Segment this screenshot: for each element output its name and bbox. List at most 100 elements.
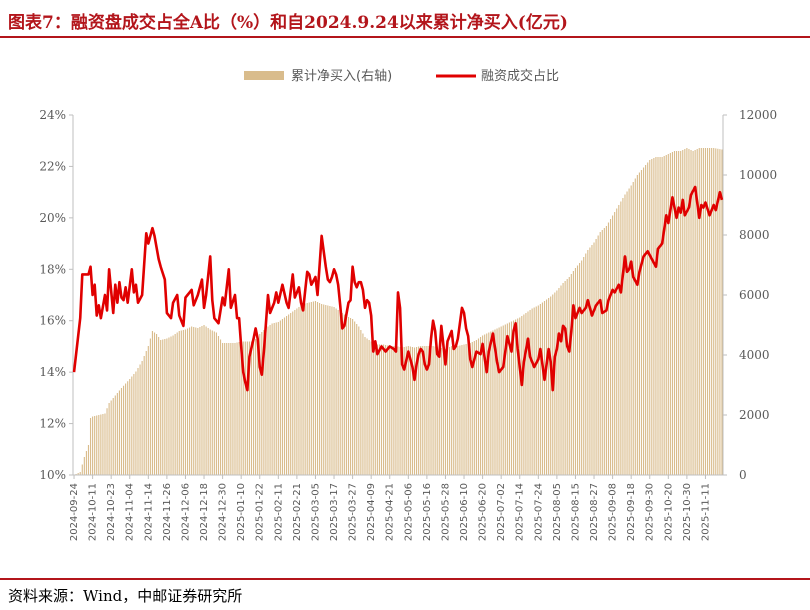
bar — [403, 347, 405, 475]
bar — [628, 188, 630, 475]
bar — [597, 235, 599, 475]
y-left-tick-label: 10% — [39, 468, 66, 482]
bar — [275, 322, 277, 475]
x-tick-label: 2025-07-14 — [515, 483, 526, 541]
bar — [302, 304, 304, 475]
bar — [224, 343, 226, 475]
bar — [651, 159, 653, 475]
bar — [286, 316, 288, 475]
bar — [517, 318, 519, 475]
y-right-tick-label: 8000 — [739, 228, 770, 242]
y-right-tick-label: 12000 — [739, 108, 777, 122]
bar — [512, 320, 515, 475]
x-tick-label: 2024-11-14 — [143, 483, 154, 541]
bar — [719, 149, 721, 476]
bar — [467, 343, 469, 475]
bar — [593, 242, 595, 475]
bar — [506, 323, 508, 475]
bar — [147, 346, 149, 475]
bar — [261, 332, 263, 475]
bar — [407, 346, 409, 475]
bar — [354, 321, 356, 475]
bar — [469, 343, 471, 475]
bar — [106, 408, 108, 475]
x-tick-label: 2025-06-20 — [478, 483, 489, 541]
x-tick-label: 2025-04-09 — [366, 483, 377, 541]
bar — [479, 337, 482, 475]
bar — [680, 151, 682, 475]
bar — [688, 149, 690, 475]
bar — [583, 257, 585, 475]
bar — [579, 263, 581, 475]
bar — [257, 336, 259, 475]
bar — [401, 347, 403, 475]
bar — [620, 201, 622, 475]
bar — [281, 319, 284, 475]
bar — [471, 342, 473, 475]
bar — [207, 328, 209, 475]
y-left-tick-label: 18% — [39, 262, 66, 276]
bar — [306, 303, 308, 475]
bar — [612, 215, 614, 475]
bar — [603, 228, 605, 475]
bar — [409, 346, 411, 475]
bar — [490, 331, 492, 475]
bar — [87, 445, 90, 475]
bar — [605, 226, 607, 475]
legend: 累计净买入(右轴) 融资成交占比 — [244, 68, 559, 84]
bar — [494, 329, 496, 475]
bar — [399, 347, 401, 475]
bar — [228, 343, 230, 475]
bar — [288, 314, 290, 475]
bar — [589, 247, 591, 475]
bar — [702, 148, 704, 475]
bar — [519, 317, 521, 475]
bar — [713, 148, 715, 475]
bar — [438, 347, 440, 475]
x-tick-label: 2024-12-18 — [199, 483, 210, 541]
bar — [143, 356, 145, 475]
y-left-tick-label: 12% — [39, 417, 66, 431]
bar — [89, 418, 92, 475]
bar — [451, 346, 453, 475]
bar — [222, 343, 224, 475]
bar — [347, 317, 350, 475]
bar — [624, 194, 626, 475]
bar — [459, 345, 461, 475]
bar — [234, 343, 236, 475]
footer-divider — [0, 578, 810, 580]
x-tick-label: 2025-05-16 — [422, 483, 433, 541]
bar — [543, 301, 546, 475]
bar — [296, 308, 298, 475]
x-tick-label: 2025-05-28 — [440, 483, 451, 541]
bar — [665, 155, 667, 475]
bar — [595, 239, 597, 475]
x-tick-label: 2025-03-27 — [348, 483, 359, 541]
bar — [488, 332, 490, 475]
x-tick-label: 2024-12-30 — [218, 483, 229, 541]
bar — [515, 319, 517, 475]
bar — [131, 376, 133, 475]
bar — [574, 268, 577, 475]
bar — [446, 348, 449, 475]
x-tick-label: 2025-08-15 — [570, 483, 581, 541]
bar — [244, 341, 246, 475]
bar — [180, 330, 182, 475]
x-tick-label: 2025-08-05 — [552, 483, 563, 541]
bar — [411, 347, 414, 475]
page-title: 图表7：融资盘成交占全A比（%）和自2024.9.24以来累计净买入(亿元) — [8, 13, 568, 33]
bar — [649, 160, 651, 475]
series-line — [72, 185, 724, 392]
bar — [308, 302, 310, 475]
bar — [640, 170, 643, 475]
bar — [172, 335, 174, 475]
bar — [358, 326, 360, 475]
bar — [500, 326, 502, 475]
bar — [215, 332, 217, 475]
bar — [504, 324, 506, 475]
bar — [366, 338, 368, 475]
bar — [496, 328, 498, 475]
bar — [539, 304, 541, 475]
bar — [255, 339, 257, 475]
